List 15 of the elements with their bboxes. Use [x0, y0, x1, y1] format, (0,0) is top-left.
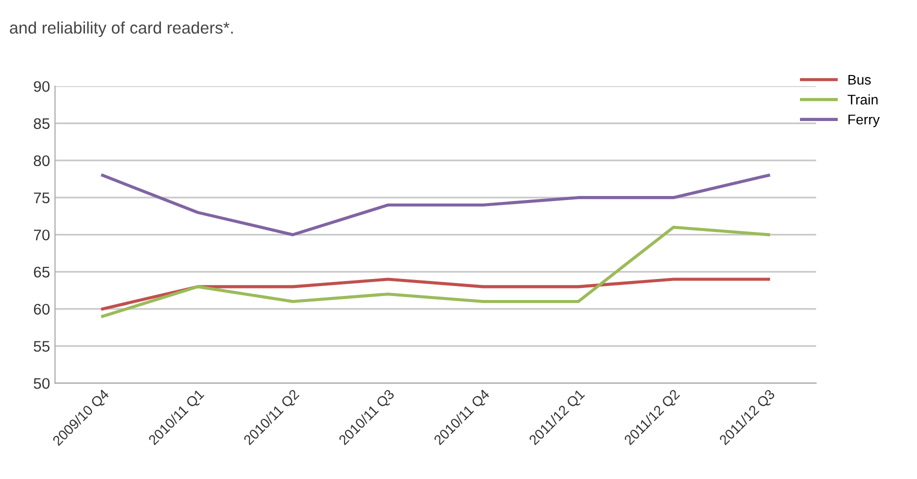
legend-label: Train — [848, 94, 878, 105]
line-series — [101, 226, 770, 318]
line-series — [101, 174, 770, 236]
legend-label: Ferry — [848, 114, 880, 128]
y-tick-label: 50 — [34, 378, 50, 389]
y-tick-label: 80 — [34, 155, 50, 166]
y-tick-label: 85 — [34, 118, 50, 130]
chart-title: and reliability of card readers*. — [10, 21, 233, 37]
y-tick-label: 65 — [34, 266, 50, 278]
legend-label: Bus — [848, 74, 871, 85]
y-tick-label: 60 — [34, 304, 50, 315]
y-tick-label: 55 — [34, 341, 50, 352]
y-tick-label: 90 — [34, 81, 50, 92]
y-tick-label: 75 — [34, 192, 50, 204]
y-tick-label: 70 — [34, 230, 50, 240]
